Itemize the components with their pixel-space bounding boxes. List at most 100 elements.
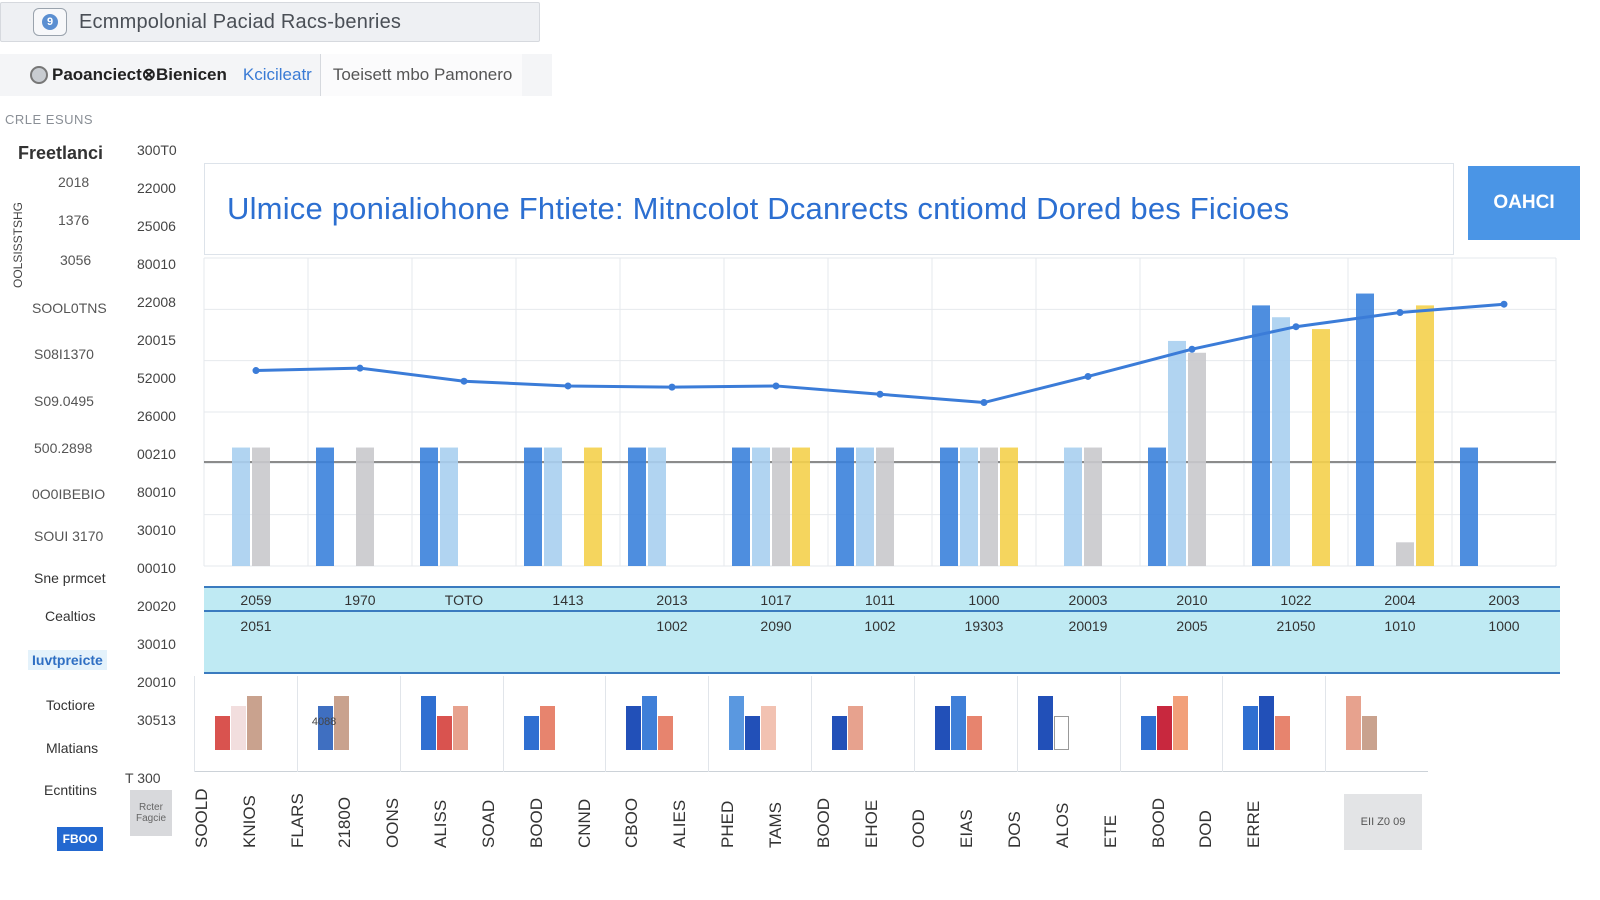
vertical-label-strip: SOOLD KNIOS FLARS 2180O OONS ALISS SOAD BOOD CNN… [192,782,1294,852]
sidebar-item[interactable]: Toctiore [46,697,96,713]
vertical-label: ALISS [431,799,451,848]
sidebar-caption: CRLE ESUNS [5,112,94,127]
tab-secondary[interactable]: Toeisett mbo Pamonero [319,54,523,96]
bar [876,447,894,566]
vertical-label: FLARS [287,793,307,848]
sidebar-value: SOUI 3170 [34,528,104,544]
mini-chart-thumbnail[interactable] [1222,676,1325,772]
mini-bar [1243,706,1259,750]
sidebar-item[interactable]: Cealtios [45,608,96,624]
trend-point [1396,308,1404,316]
value-label: 1002 [864,618,896,634]
mini-bar [452,706,468,750]
tab-main-label: Paoanciect⊗Bienicen [52,65,227,84]
mini-chart-thumbnail[interactable] [708,676,811,772]
mini-chart-thumbnail[interactable] [399,676,503,772]
bar [1148,447,1166,566]
window-titlebar: 9 Ecmmpolonial Paciad Racs-benries [0,2,540,42]
bar [316,447,334,566]
sidebar-item[interactable]: Mlatians [46,740,99,756]
bar [420,447,438,566]
mini-chart-thumbnail[interactable]: 4088 [296,676,400,772]
trend-point [1500,300,1508,308]
mini-chart-thumbnail[interactable] [811,676,914,772]
bar [584,447,602,566]
mini-chart-thumbnail[interactable] [1325,676,1428,772]
window-title: Ecmmpolonial Paciad Racs-benries [79,10,402,33]
sidebar-item-active[interactable]: Iuvtpreicte [28,650,107,670]
mini-bar [247,696,262,750]
category-label: 2010 [1176,592,1208,608]
mini-chart-thumbnail[interactable] [1016,676,1120,772]
vertical-label: ETE [1100,814,1120,848]
bar [732,447,750,566]
vertical-label: OOD [909,809,929,848]
tab-main[interactable]: Paoanciect⊗Bienicen [0,54,235,96]
y-tick-label: 52000 [137,370,176,386]
category-label: 1017 [760,592,792,608]
vertical-label: 2180O [335,796,355,848]
sidebar-thumbnail[interactable]: Rcter Fagcie [130,790,172,836]
mini-bar [1362,716,1378,750]
trend-point [564,382,572,390]
mini-chart-thumbnail[interactable] [1119,676,1223,772]
bar [1168,340,1186,566]
category-row: 2059 1970 TOTO 1413 2013 1017 1011 1000 20003 201… [204,588,1560,612]
mini-chart-thumbnail[interactable] [605,676,708,772]
category-band: 2059 1970 TOTO 1413 2013 1017 1011 1000 20003 201… [204,586,1560,674]
y-tick-label: 30513 [137,712,176,728]
mini-bar [1156,706,1172,750]
trend-point [876,390,884,398]
y-tick-label: 20020 [137,598,176,614]
category-label: 2003 [1488,592,1520,608]
value-label: 2051 [240,618,272,634]
sidebar-item[interactable]: Sne prmcet [34,570,106,586]
bar [252,447,270,566]
category-label: 2059 [240,592,272,608]
value-label: 19303 [964,618,1004,634]
sidebar-item[interactable]: Ecntitins [44,782,97,798]
y-tick-label: 30010 [137,522,176,538]
category-label: 1011 [864,592,896,608]
app-icon[interactable]: 9 [33,8,67,36]
bar [628,447,646,566]
y-tick-label: 30010 [137,636,176,652]
corner-label: T 300 [125,770,161,786]
value-label: 1000 [1488,618,1520,634]
trend-point [460,377,468,385]
vertical-label: DOD [1196,810,1216,848]
vertical-label: ALIES [670,799,690,848]
vertical-label: BOOD [526,797,546,848]
bar [1396,542,1414,566]
value-label: 1010 [1384,618,1416,634]
action-button[interactable]: OAHCI [1468,166,1580,240]
trend-point [668,383,676,391]
trend-point [772,382,780,390]
mini-chart-thumbnail[interactable] [502,676,606,772]
trend-point [1188,345,1196,353]
mini-chart-thumbnail[interactable] [913,676,1017,772]
tab-link[interactable]: Kcicileatr [242,65,312,84]
category-label: 2013 [656,592,688,608]
y-tick-label: 80010 [137,256,176,272]
mini-bar [1140,716,1156,750]
sidebar-button[interactable]: FBOO [57,827,103,851]
bar [836,447,854,566]
mini-bar [523,716,539,750]
value-row: 2051 1002 2090 1002 19303 20019 2005 21050 1010 1… [204,614,1560,638]
bar [1064,447,1082,566]
mini-bar [626,706,642,750]
y-tick-label: 300T0 [137,142,177,158]
bar [1416,305,1434,566]
vertical-label: KNIOS [239,795,259,848]
chart-title-banner: Ulmice ponialiohone Fhtiete: Mitncolot D… [204,163,1454,255]
bar [940,447,958,566]
tab-bar: Paoanciect⊗Bienicen Kcicileatr Toeisett … [0,54,552,96]
end-thumbnail[interactable]: EII Z0 09 [1344,794,1422,850]
sidebar-value: S09.0495 [34,393,94,409]
trend-point [356,364,364,372]
mini-chart-thumbnail[interactable] [194,676,297,772]
trend-point [1292,323,1300,331]
mini-bar [231,706,246,750]
vertical-label: OONS [383,797,403,848]
